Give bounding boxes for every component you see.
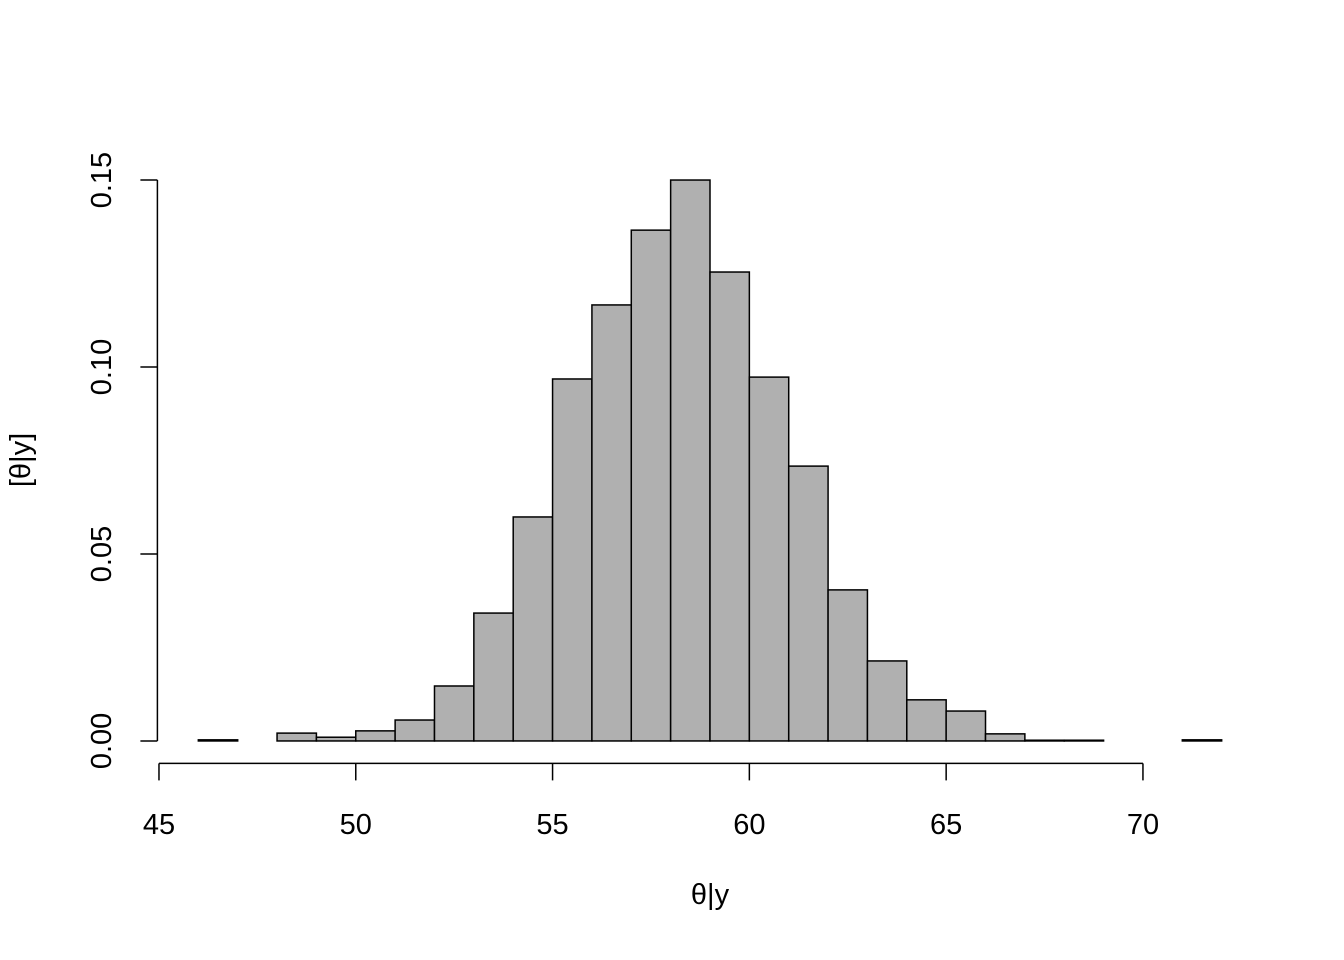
bar — [591, 304, 633, 742]
y-tick-label: 0.15 — [86, 152, 118, 208]
bar — [197, 739, 239, 742]
bar — [906, 699, 947, 742]
bar — [709, 271, 751, 742]
bar — [866, 660, 908, 742]
bar — [355, 730, 396, 742]
bar — [473, 612, 514, 742]
x-tick-label: 45 — [143, 809, 175, 841]
bar — [315, 736, 357, 742]
bar — [787, 465, 829, 742]
x-tick-label: 65 — [930, 809, 962, 841]
x-tick-label: 55 — [536, 809, 568, 841]
bar — [945, 710, 987, 742]
x-tick-label: 70 — [1127, 809, 1159, 841]
y-axis-label: [θ|y] — [5, 433, 37, 487]
bar — [1181, 739, 1223, 742]
bar — [551, 378, 593, 742]
y-tick-label: 0.05 — [86, 526, 118, 582]
bar — [433, 685, 475, 742]
x-axis-label: θ|y — [691, 879, 730, 911]
y-tick-label: 0.10 — [86, 339, 118, 395]
bar — [1024, 739, 1065, 742]
bar — [748, 376, 790, 742]
x-tick-label: 50 — [340, 809, 372, 841]
bar — [827, 589, 869, 742]
y-tick-label: 0.00 — [86, 713, 118, 769]
x-tick-label: 60 — [733, 809, 765, 841]
bar — [512, 516, 554, 742]
bar — [394, 719, 436, 742]
bar — [1063, 739, 1105, 742]
bar — [669, 179, 711, 742]
bar — [630, 229, 672, 742]
bar — [984, 733, 1026, 742]
bar — [276, 732, 318, 742]
